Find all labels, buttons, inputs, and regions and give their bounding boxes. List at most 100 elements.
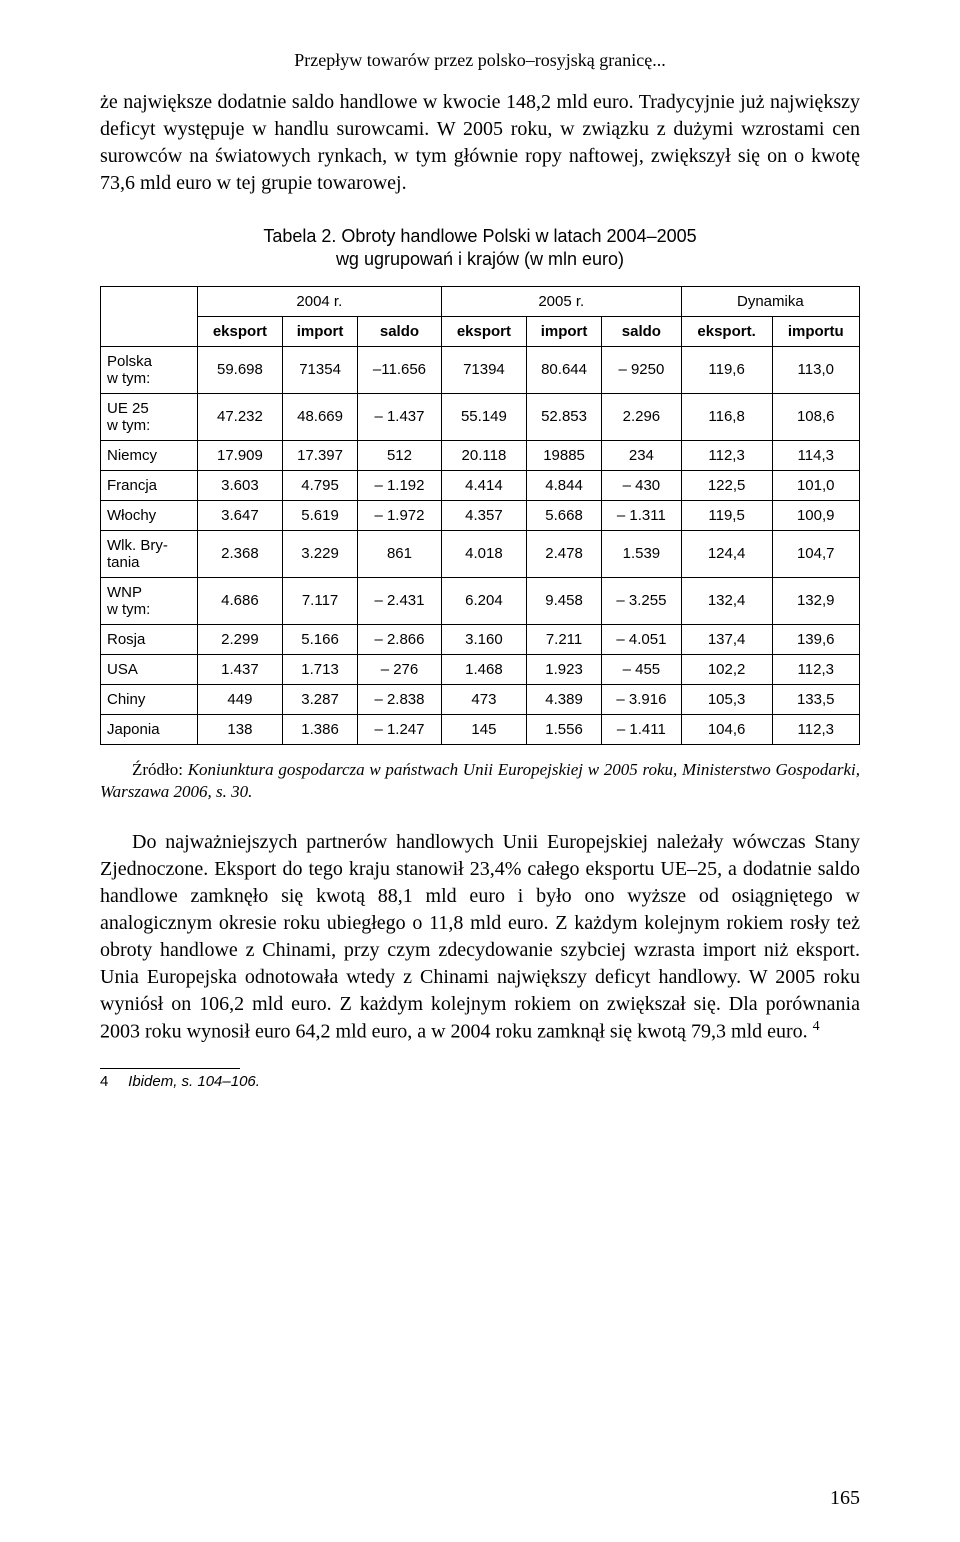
table-row: Niemcy17.90917.39751220.11819885234112,3…: [101, 440, 860, 470]
footnote: 4 Ibidem, s. 104–106.: [100, 1073, 860, 1090]
sub-header: importu: [772, 316, 860, 346]
footnote-number: 4: [100, 1073, 124, 1090]
table-row: Japonia1381.386– 1.2471451.556– 1.411104…: [101, 714, 860, 744]
table-cell: 124,4: [681, 530, 772, 577]
table-cell: 47.232: [197, 393, 282, 440]
table-cell: 112,3: [772, 654, 860, 684]
table-cell: –11.656: [358, 346, 442, 393]
table-row: Francja3.6034.795– 1.1924.4144.844– 4301…: [101, 470, 860, 500]
table-row: USA1.4371.713– 2761.4681.923– 455102,211…: [101, 654, 860, 684]
table-cell: – 2.431: [358, 577, 442, 624]
table-cell: 861: [358, 530, 442, 577]
row-label: Rosja: [101, 624, 198, 654]
table-cell: – 9250: [602, 346, 682, 393]
table-cell: 114,3: [772, 440, 860, 470]
table-cell: 104,6: [681, 714, 772, 744]
table-cell: 105,3: [681, 684, 772, 714]
table-cell: 512: [358, 440, 442, 470]
table-cell: 5.619: [283, 500, 358, 530]
table-cell: 3.287: [283, 684, 358, 714]
table-cell: 2.299: [197, 624, 282, 654]
table-cell: 4.357: [441, 500, 526, 530]
table-cell: – 1.311: [602, 500, 682, 530]
table-source: Źródło: Koniunktura gospodarcza w państw…: [100, 759, 860, 803]
table-cell: 1.468: [441, 654, 526, 684]
sub-header: eksport: [441, 316, 526, 346]
table-cell: 1.386: [283, 714, 358, 744]
table-cell: 138: [197, 714, 282, 744]
row-label: Francja: [101, 470, 198, 500]
table-cell: 4.389: [527, 684, 602, 714]
group-header-2004: 2004 r.: [197, 286, 441, 316]
table-cell: 6.204: [441, 577, 526, 624]
main-paragraph: Do najważniejszych partnerów handlowych …: [100, 829, 860, 1046]
table-row: Chiny4493.287– 2.8384734.389– 3.916105,3…: [101, 684, 860, 714]
table-cell: 101,0: [772, 470, 860, 500]
table-cell: 119,5: [681, 500, 772, 530]
page-number: 165: [830, 1487, 860, 1510]
table-cell: – 1.192: [358, 470, 442, 500]
table-cell: 1.539: [602, 530, 682, 577]
table-cell: 17.909: [197, 440, 282, 470]
table-cell: 145: [441, 714, 526, 744]
table-row: WNPw tym:4.6867.117– 2.4316.2049.458– 3.…: [101, 577, 860, 624]
table-cell: 4.844: [527, 470, 602, 500]
page: Przepływ towarów przez polsko–rosyjską g…: [0, 0, 960, 1542]
table-cell: 80.644: [527, 346, 602, 393]
table-cell: 100,9: [772, 500, 860, 530]
table-row: UE 25w tym:47.23248.669– 1.43755.14952.8…: [101, 393, 860, 440]
table-cell: 2.296: [602, 393, 682, 440]
table-cell: – 3.255: [602, 577, 682, 624]
table-corner-cell: [101, 286, 198, 346]
table-cell: 473: [441, 684, 526, 714]
table-cell: – 1.972: [358, 500, 442, 530]
table-row: Rosja2.2995.166– 2.8663.1607.211– 4.0511…: [101, 624, 860, 654]
table-cell: 4.018: [441, 530, 526, 577]
row-label: USA: [101, 654, 198, 684]
table-cell: 2.478: [527, 530, 602, 577]
table-cell: 5.166: [283, 624, 358, 654]
table-caption: Tabela 2. Obroty handlowe Polski w latac…: [100, 225, 860, 272]
table-row: Włochy3.6475.619– 1.9724.3575.668– 1.311…: [101, 500, 860, 530]
table-cell: 139,6: [772, 624, 860, 654]
table-cell: 112,3: [681, 440, 772, 470]
table-cell: 113,0: [772, 346, 860, 393]
row-label: Wlk. Bry-tania: [101, 530, 198, 577]
table-cell: 71354: [283, 346, 358, 393]
table-cell: – 2.838: [358, 684, 442, 714]
row-label: Włochy: [101, 500, 198, 530]
row-label: WNPw tym:: [101, 577, 198, 624]
table-cell: 2.368: [197, 530, 282, 577]
table-cell: 4.414: [441, 470, 526, 500]
table-cell: 234: [602, 440, 682, 470]
sub-header: saldo: [602, 316, 682, 346]
table-cell: 122,5: [681, 470, 772, 500]
sub-header: import: [283, 316, 358, 346]
table-cell: 132,4: [681, 577, 772, 624]
sub-header: import: [527, 316, 602, 346]
sub-header: saldo: [358, 316, 442, 346]
table-sub-header-row: eksportimportsaldoeksportimportsaldoeksp…: [101, 316, 860, 346]
table-cell: 102,2: [681, 654, 772, 684]
table-cell: 52.853: [527, 393, 602, 440]
table-cell: – 455: [602, 654, 682, 684]
table-cell: 7.211: [527, 624, 602, 654]
table-group-header-row: 2004 r. 2005 r. Dynamika: [101, 286, 860, 316]
table-cell: 137,4: [681, 624, 772, 654]
table-cell: 449: [197, 684, 282, 714]
table-cell: – 276: [358, 654, 442, 684]
table-body: Polskaw tym:59.69871354–11.6567139480.64…: [101, 346, 860, 744]
table-cell: 133,5: [772, 684, 860, 714]
table-cell: 5.668: [527, 500, 602, 530]
group-header-2005: 2005 r.: [441, 286, 681, 316]
table-cell: 132,9: [772, 577, 860, 624]
table-head: 2004 r. 2005 r. Dynamika eksportimportsa…: [101, 286, 860, 346]
row-label: Chiny: [101, 684, 198, 714]
table-cell: 1.923: [527, 654, 602, 684]
footnote-rule: [100, 1068, 240, 1069]
sub-header: eksport.: [681, 316, 772, 346]
table-cell: 3.603: [197, 470, 282, 500]
group-header-dynamika: Dynamika: [681, 286, 859, 316]
table-cell: 119,6: [681, 346, 772, 393]
row-label: Japonia: [101, 714, 198, 744]
